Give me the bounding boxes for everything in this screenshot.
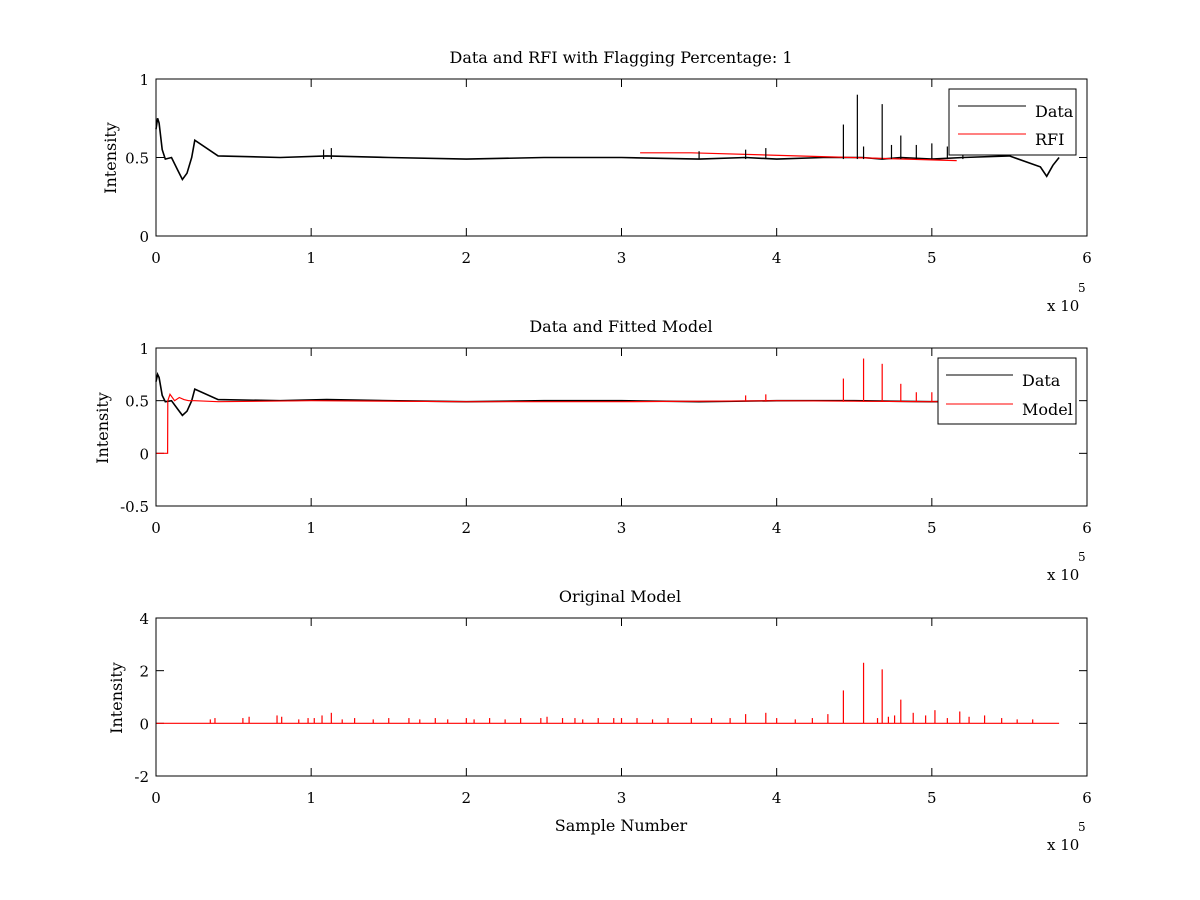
panel-3-y-tick-label: -2 bbox=[134, 768, 149, 786]
panel-1-x-tick-label: 5 bbox=[927, 249, 937, 267]
panel-1-ylabel: Intensity bbox=[101, 122, 120, 194]
panel-1-legend-box bbox=[948, 88, 1077, 156]
panel-3-x-tick-label: 3 bbox=[617, 789, 627, 807]
panel-3-x-tick-label: 4 bbox=[772, 789, 782, 807]
panel-2-x-tick-label: 5 bbox=[927, 519, 937, 537]
panel-1-y-tick-label: 0.5 bbox=[125, 150, 149, 168]
panel-2-plot: 0 1 2 3 4 5 6-0.500.51 bbox=[120, 340, 1092, 537]
panel-2-ylabel: Intensity bbox=[93, 392, 112, 464]
panel-2-legend: Data Model bbox=[937, 357, 1077, 425]
panel-1-series-rfi-line bbox=[640, 152, 957, 162]
panel-1-x-tick-label: 3 bbox=[617, 249, 627, 267]
panel-2-y-tick-label: -0.5 bbox=[120, 498, 149, 516]
panel-1-x-multiplier: x 10 bbox=[1047, 297, 1079, 315]
panel-2-x-multiplier: x 10 bbox=[1047, 566, 1079, 584]
panel-3-x-multiplier-exp: 5 bbox=[1078, 820, 1086, 834]
panel-3-title: Original Model bbox=[559, 587, 681, 606]
panel-2: Data and Fitted Model Intensity 0 1 2 3 4 5 6 -… bbox=[93, 317, 1092, 584]
panel-2-y-tick-label: 0 bbox=[139, 445, 149, 463]
panel-2-axes-box bbox=[155, 347, 1088, 507]
panel-3-x-tick-label: 0 bbox=[151, 789, 161, 807]
panel-2-legend-box bbox=[937, 357, 1077, 425]
panel-1-plot: 0 1 2 3 4 5 6 0 0.5 1 bbox=[125, 71, 1092, 267]
panel-3-axes-box bbox=[155, 617, 1088, 777]
panel-1-x-tick-label: 2 bbox=[462, 249, 472, 267]
panel-1-y-tick-label: 1 bbox=[139, 71, 149, 89]
panel-2-x-tick-label: 4 bbox=[772, 519, 782, 537]
panel-1-legend-rfi-label: RFI bbox=[1035, 130, 1064, 149]
panel-3-x-tick-label: 1 bbox=[306, 789, 316, 807]
panel-1-y-tick-label: 0 bbox=[139, 228, 149, 246]
panel-2-plot-area bbox=[156, 348, 1087, 506]
panel-2-legend-model-label: Model bbox=[1022, 400, 1073, 419]
panel-1: Data and RFI with Flagging Percentage: 1… bbox=[101, 48, 1092, 315]
panel-1-legend: Data RFI bbox=[948, 88, 1077, 156]
panel-1-legend-data-label: Data bbox=[1035, 102, 1074, 121]
panel-2-title: Data and Fitted Model bbox=[529, 317, 712, 336]
panel-2-x-tick-label: 0 bbox=[151, 519, 161, 537]
panel-3-x-tick-label: 2 bbox=[462, 789, 472, 807]
panel-3-x-tick-label: 5 bbox=[927, 789, 937, 807]
panel-2-x-tick-label: 6 bbox=[1082, 519, 1092, 537]
panel-1-x-tick-label: 4 bbox=[772, 249, 782, 267]
panel-2-y-tick-label: 1 bbox=[139, 340, 149, 358]
panel-1-series-data-line bbox=[155, 118, 1060, 182]
panel-3-y-tick-label: 2 bbox=[139, 663, 149, 681]
panel-1-x-tick-label: 1 bbox=[306, 249, 316, 267]
panel-3-plot-area bbox=[156, 618, 1087, 776]
panel-2-x-multiplier-exp: 5 bbox=[1078, 550, 1086, 564]
panel-3-x-multiplier: x 10 bbox=[1047, 836, 1079, 854]
panel-2-x-tick-label: 3 bbox=[617, 519, 627, 537]
panel-1-axes-box bbox=[155, 78, 1088, 237]
panel-1-title: Data and RFI with Flagging Percentage: 1 bbox=[449, 48, 792, 67]
panel-3-ylabel: Intensity bbox=[107, 662, 126, 734]
panel-3-x-tick-label: 6 bbox=[1082, 789, 1092, 807]
panel-2-legend-data-label: Data bbox=[1022, 371, 1061, 390]
panel-3-y-tick-label: 4 bbox=[139, 610, 149, 628]
panel-3-y-tick-label: 0 bbox=[139, 715, 149, 733]
panel-3-xlabel: Sample Number bbox=[555, 816, 688, 835]
panel-2-x-tick-label: 1 bbox=[306, 519, 316, 537]
panel-2-series-model-line bbox=[156, 393, 1060, 454]
panel-2-x-tick-label: 2 bbox=[462, 519, 472, 537]
panel-1-x-multiplier-exp: 5 bbox=[1078, 281, 1086, 295]
panel-1-x-tick-label: 0 bbox=[151, 249, 161, 267]
panel-1-x-tick-label: 6 bbox=[1082, 249, 1092, 267]
panel-2-y-tick-label: 0.5 bbox=[125, 393, 149, 411]
